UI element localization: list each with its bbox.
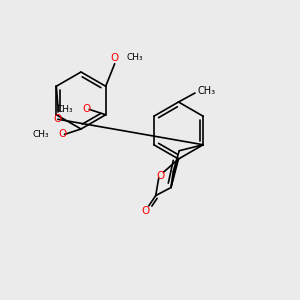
Text: CH₃: CH₃: [126, 53, 143, 62]
Text: O: O: [111, 53, 119, 63]
Text: CH₃: CH₃: [32, 130, 49, 139]
Text: CH₃: CH₃: [198, 85, 216, 96]
Text: O: O: [54, 114, 62, 124]
Text: O: O: [157, 171, 165, 181]
Text: O: O: [142, 206, 150, 216]
Text: O: O: [83, 104, 91, 114]
Text: O: O: [58, 129, 66, 140]
Text: CH₃: CH₃: [57, 105, 74, 114]
